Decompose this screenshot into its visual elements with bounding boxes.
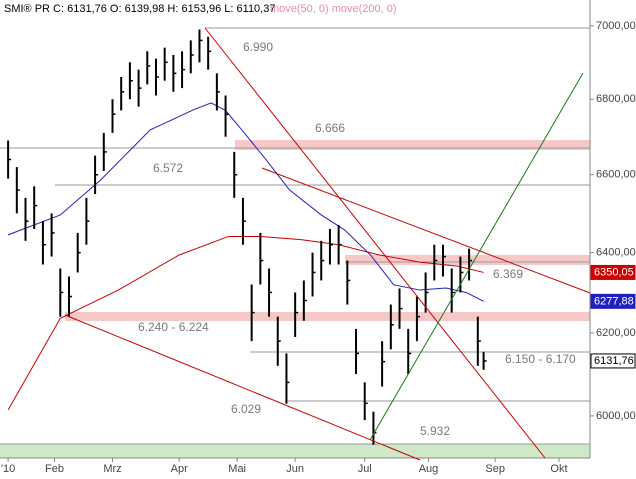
moving-average bbox=[7, 102, 484, 302]
level-label: 6.029 bbox=[231, 402, 261, 416]
price-box bbox=[590, 293, 636, 309]
price-box-label: 6277,88 bbox=[594, 295, 634, 307]
level-label: 6.990 bbox=[243, 40, 273, 54]
level-label: 6.666 bbox=[315, 121, 345, 135]
y-tick-label: 6600,00 bbox=[596, 169, 636, 181]
trend-line bbox=[261, 167, 591, 294]
x-tick-label: Feb bbox=[45, 463, 64, 475]
level-label: 6.572 bbox=[153, 161, 183, 175]
level-label: 6.369 bbox=[493, 267, 523, 281]
x-tick-label: Aug bbox=[419, 463, 439, 475]
x-tick-label: Okt bbox=[550, 463, 567, 475]
header: SMI® PR C: 6131,76 O: 6139,98 H: 6153,96… bbox=[4, 3, 275, 15]
y-tick-label: 6000,00 bbox=[596, 410, 636, 422]
price-box bbox=[590, 264, 636, 280]
y-tick-label: 6800,00 bbox=[596, 93, 636, 105]
level-label: 6.240 - 6.224 bbox=[138, 320, 209, 334]
x-tick-label: Jul bbox=[358, 463, 372, 475]
price-box-label: 6131,76 bbox=[594, 355, 634, 367]
x-tick-label: Mai bbox=[228, 463, 246, 475]
trend-line bbox=[64, 314, 421, 461]
y-tick-label: 7000,00 bbox=[596, 20, 636, 32]
support-band bbox=[0, 444, 590, 458]
support-band bbox=[65, 312, 590, 321]
y-tick-label: 6200,00 bbox=[596, 327, 636, 339]
moving-average bbox=[7, 235, 484, 411]
x-tick-label: Apr bbox=[171, 463, 188, 475]
level-label: 5.932 bbox=[420, 424, 450, 438]
x-tick-label: '10 bbox=[1, 463, 15, 475]
y-tick-label: 6400,00 bbox=[596, 247, 636, 259]
x-tick-label: Jun bbox=[286, 463, 304, 475]
resistance-band bbox=[345, 255, 590, 265]
trend-line bbox=[369, 72, 584, 441]
level-label: 6.150 - 6.170 bbox=[505, 352, 576, 366]
price-box-label: 6350,05 bbox=[594, 266, 634, 278]
x-tick-label: Mrz bbox=[103, 463, 121, 475]
resistance-band bbox=[235, 140, 590, 150]
x-tick-label: Sep bbox=[485, 463, 505, 475]
price-box bbox=[590, 353, 636, 369]
trend-line bbox=[204, 27, 546, 459]
indicators: move(50, 0) move(200, 0) bbox=[270, 3, 397, 15]
